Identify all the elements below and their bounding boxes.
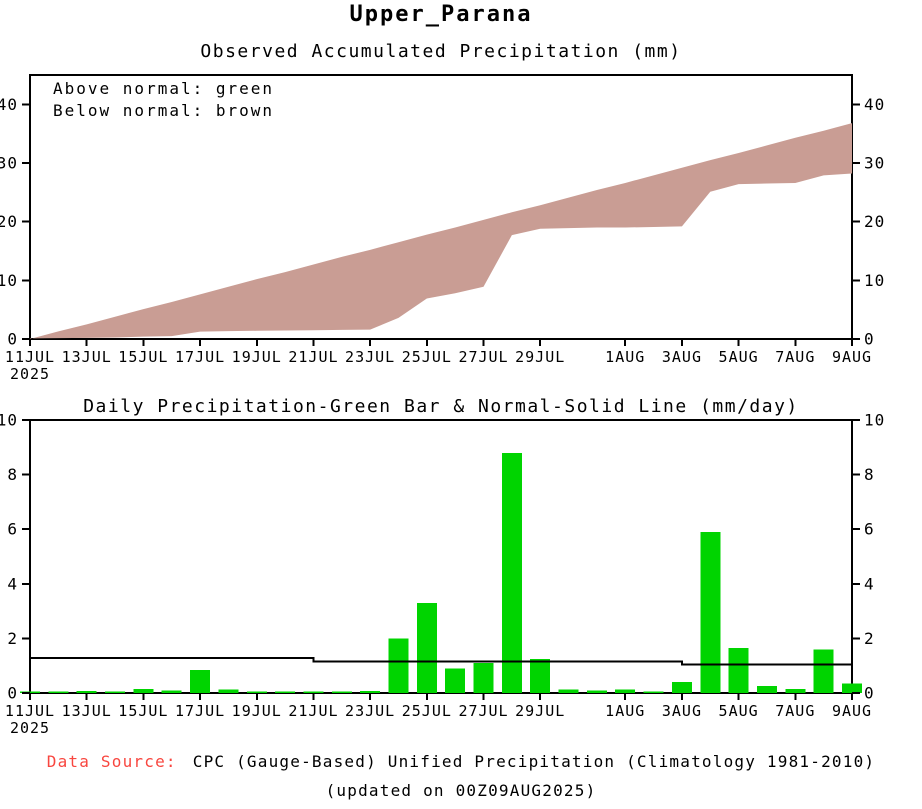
precip-bar — [728, 647, 749, 693]
precip-bar — [586, 690, 607, 693]
y-tick-label-right: 30 — [864, 154, 885, 173]
page-title: Upper_Parana — [349, 2, 533, 27]
x-tick-label: 23JUL — [345, 348, 395, 366]
x-tick-label: 17JUL — [175, 348, 225, 366]
x-tick-label: 11JUL — [5, 348, 55, 366]
y-tick-label-left: 10 — [0, 411, 18, 430]
axis-frame — [29, 419, 853, 694]
y-tick-label-right: 8 — [864, 465, 875, 484]
accumulated-deficit-area — [30, 123, 852, 340]
precip-bar — [671, 682, 692, 693]
x-year-label: 2025 — [10, 719, 50, 737]
x-tick-label: 17JUL — [175, 702, 225, 720]
x-tick-label: 19JUL — [232, 348, 282, 366]
y-tick-label-right: 10 — [864, 411, 885, 430]
x-tick-label: 11JUL — [5, 702, 55, 720]
x-tick-label: 3AUG — [662, 348, 702, 366]
precip-bar — [445, 668, 466, 693]
x-tick-label: 19JUL — [232, 702, 282, 720]
precip-bar — [501, 452, 522, 693]
data-source-text: CPC (Gauge-Based) Unified Precipitation … — [192, 752, 876, 771]
x-tick-label: 27JUL — [458, 348, 508, 366]
x-tick-label: 13JUL — [62, 348, 112, 366]
x-tick-label: 1AUG — [605, 348, 645, 366]
normal-daily-line — [30, 657, 852, 666]
y-tick-label-left: 4 — [7, 574, 18, 593]
data-source-label: Data Source: — [46, 752, 177, 771]
precip-bar — [473, 662, 494, 693]
x-tick-label: 5AUG — [719, 702, 759, 720]
x-tick-label: 9AUG — [832, 348, 872, 366]
x-tick-label: 15JUL — [118, 348, 168, 366]
precip-bar — [643, 691, 664, 693]
top-chart-title: Observed Accumulated Precipitation (mm) — [200, 41, 682, 62]
precip-bar — [303, 691, 324, 693]
precip-bar — [615, 689, 636, 693]
x-tick-label: 3AUG — [662, 702, 702, 720]
x-tick-label: 23JUL — [345, 702, 395, 720]
precip-bar — [842, 683, 862, 693]
y-tick-label-right: 20 — [864, 212, 885, 231]
y-tick-label-right: 40 — [864, 95, 885, 114]
precip-bar — [161, 690, 182, 693]
x-tick-label: 9AUG — [832, 702, 872, 720]
y-tick-label-right: 2 — [864, 629, 875, 648]
x-tick-label: 29JUL — [515, 702, 565, 720]
precip-bar — [388, 638, 409, 693]
precip-bar — [331, 691, 352, 693]
x-tick-label: 27JUL — [458, 702, 508, 720]
y-tick-label-right: 10 — [864, 271, 885, 290]
y-tick-label-right: 0 — [864, 330, 875, 349]
precip-bar — [275, 691, 296, 693]
y-tick-label-right: 0 — [864, 684, 875, 703]
axis-frame — [29, 74, 853, 340]
precip-bar — [530, 658, 551, 693]
x-tick-label: 15JUL — [118, 702, 168, 720]
y-tick-label-left: 2 — [7, 629, 18, 648]
y-tick-label-left: 20 — [0, 212, 18, 231]
x-tick-label: 1AUG — [605, 702, 645, 720]
x-tick-label: 7AUG — [775, 348, 815, 366]
y-tick-label-left: 10 — [0, 271, 18, 290]
y-tick-label-left: 30 — [0, 154, 18, 173]
y-tick-label-left: 6 — [7, 520, 18, 539]
precip-bar — [813, 649, 834, 693]
x-year-label: 2025 — [10, 365, 50, 383]
y-tick-label-left: 8 — [7, 465, 18, 484]
y-tick-label-right: 6 — [864, 520, 875, 539]
x-tick-label: 25JUL — [402, 348, 452, 366]
updated-line: (updated on 00Z09AUG2025) — [325, 781, 597, 800]
precip-bar — [416, 602, 437, 693]
y-tick-label-right: 4 — [864, 574, 875, 593]
precip-bar — [105, 691, 126, 693]
precip-bar — [785, 688, 806, 693]
legend-above-normal: Above normal: green — [53, 79, 275, 98]
precip-bar — [133, 688, 154, 693]
precip-bar — [190, 669, 211, 693]
x-tick-label: 21JUL — [288, 702, 338, 720]
y-tick-label-left: 40 — [0, 95, 18, 114]
precip-bar — [76, 691, 97, 693]
bottom-chart-title: Daily Precipitation-Green Bar & Normal-S… — [83, 396, 799, 417]
precip-bar — [756, 686, 777, 693]
x-tick-label: 25JUL — [402, 702, 452, 720]
legend-below-normal: Below normal: brown — [53, 101, 275, 120]
x-tick-label: 5AUG — [719, 348, 759, 366]
x-tick-label: 29JUL — [515, 348, 565, 366]
data-source-line: Data Source: CPC (Gauge-Based) Unified Pr… — [0, 752, 922, 771]
x-tick-label: 13JUL — [62, 702, 112, 720]
precip-bar — [360, 691, 381, 693]
precip-bar — [246, 691, 267, 693]
precip-bar — [48, 691, 69, 693]
precip-bar — [558, 689, 579, 693]
x-tick-label: 21JUL — [288, 348, 338, 366]
precip-bar — [218, 689, 239, 693]
y-tick-label-left: 0 — [7, 684, 18, 703]
y-tick-label-left: 0 — [7, 330, 18, 349]
precip-bar — [700, 531, 721, 693]
x-tick-label: 7AUG — [775, 702, 815, 720]
